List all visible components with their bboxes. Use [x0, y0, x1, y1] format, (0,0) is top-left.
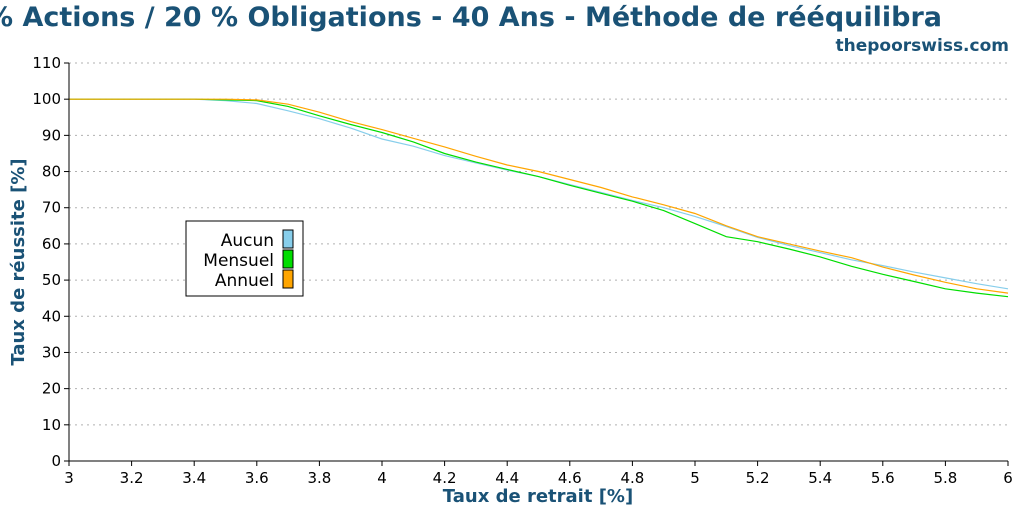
x-tick-label: 3.6: [245, 469, 269, 487]
legend-swatch-mensuel: [282, 249, 294, 269]
x-tick-label: 4.6: [558, 469, 582, 487]
y-tick-label: 10: [42, 416, 61, 434]
y-tick-label: 80: [42, 163, 61, 181]
legend-label-annuel: Annuel: [215, 271, 274, 291]
legend-swatch-aucun: [282, 229, 294, 249]
y-tick-label: 20: [42, 380, 61, 398]
y-axis-label: Taux de réussite [%]: [8, 158, 29, 365]
x-tick-label: 4: [377, 469, 387, 487]
x-tick-label: 3: [64, 469, 74, 487]
x-tick-label: 3.8: [307, 469, 331, 487]
x-tick-label: 5.4: [808, 469, 832, 487]
x-tick-label: 3.2: [120, 469, 144, 487]
y-tick-label: 30: [42, 343, 61, 361]
plot-frame: [68, 63, 1008, 462]
y-tick-label: 50: [42, 271, 61, 289]
x-tick-label: 5.6: [871, 469, 895, 487]
chart-title: % Actions / 20 % Obligations - 40 Ans - …: [0, 2, 942, 33]
y-tick-label: 70: [42, 199, 61, 217]
x-tick-label: 4.4: [495, 469, 519, 487]
x-tick-label: 5.8: [933, 469, 957, 487]
series-line-annuel: [69, 98, 1009, 294]
y-tick-label: 60: [42, 235, 61, 253]
x-tick-label: 4.8: [620, 469, 644, 487]
x-tick-label: 5.2: [746, 469, 770, 487]
x-tick-label: 3.4: [182, 469, 206, 487]
legend-label-mensuel: Mensuel: [203, 251, 274, 271]
legend-label-aucun: Aucun: [221, 231, 274, 251]
legend-swatch-annuel: [282, 269, 294, 289]
x-axis-label: Taux de retrait [%]: [443, 486, 633, 507]
legend: Aucun Mensuel Annuel: [185, 220, 304, 297]
y-tick-label: 0: [51, 452, 61, 470]
series-lines: [69, 98, 1009, 298]
x-tick-label: 5: [690, 469, 700, 487]
x-axis-ticks: 3 3.2 3.4 3.6 3.8 4 4.2 4.4 4.6 4.8 5 5.2 5.4 5.6 5.8 6: [64, 461, 1013, 487]
y-tick-label: 40: [42, 307, 61, 325]
series-line-mensuel: [69, 98, 1009, 298]
y-axis-ticks: 0 10 20 30 40 50 60 70 80 90 100 110: [32, 54, 69, 470]
x-tick-label: 4.2: [433, 469, 457, 487]
y-tick-label: 100: [32, 90, 61, 108]
y-tick-label: 90: [42, 126, 61, 144]
y-tick-label: 110: [32, 54, 61, 72]
site-name: thepoorswiss.com: [836, 36, 1010, 56]
x-tick-label: 6: [1003, 469, 1013, 487]
